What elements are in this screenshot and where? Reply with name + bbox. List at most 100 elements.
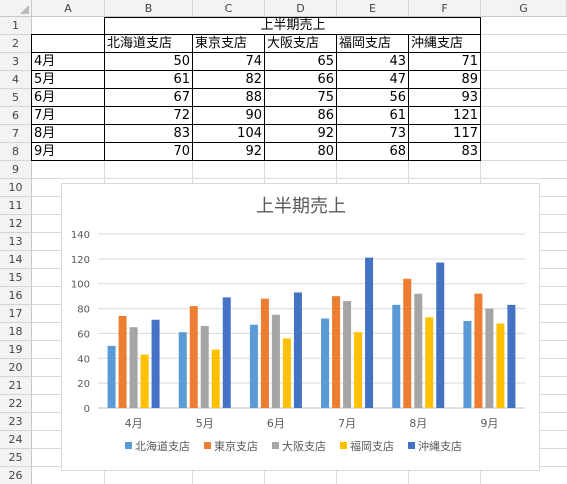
x-tick-label: 4月 — [125, 417, 143, 430]
value-cell[interactable]: 92 — [317, 126, 334, 141]
row-header-6[interactable]: 6 — [0, 107, 32, 125]
value-cell[interactable]: 83 — [461, 144, 478, 159]
column-header-B[interactable]: B — [105, 0, 193, 17]
table-border — [31, 34, 481, 35]
row-header-5[interactable]: 5 — [0, 89, 32, 107]
row-header-14[interactable]: 14 — [0, 251, 32, 269]
value-cell[interactable]: 83 — [173, 126, 190, 141]
value-cell[interactable]: 50 — [173, 54, 190, 69]
grid-line — [32, 178, 567, 179]
value-cell[interactable]: 88 — [245, 90, 262, 105]
value-cell[interactable]: 61 — [389, 108, 406, 123]
bar — [485, 308, 494, 408]
row-header-13[interactable]: 13 — [0, 233, 32, 251]
value-cell[interactable]: 89 — [461, 72, 478, 87]
legend-label: 北海道支店 — [135, 439, 190, 453]
row-header-20[interactable]: 20 — [0, 359, 32, 377]
value-cell[interactable]: 56 — [389, 90, 406, 105]
y-tick-label: 100 — [71, 280, 90, 291]
value-cell[interactable]: 71 — [461, 54, 478, 69]
row-header-4[interactable]: 4 — [0, 71, 32, 89]
value-cell[interactable]: 65 — [317, 54, 334, 69]
row-header-23[interactable]: 23 — [0, 413, 32, 431]
value-cell[interactable]: 43 — [389, 54, 406, 69]
row-header-2[interactable]: 2 — [0, 35, 32, 53]
row-header-10[interactable]: 10 — [0, 179, 32, 197]
y-tick-label: 140 — [71, 230, 90, 241]
row-header-9[interactable]: 9 — [0, 161, 32, 179]
value-cell[interactable]: 75 — [317, 90, 334, 105]
table-border — [31, 124, 481, 125]
branch-header-cell[interactable]: 北海道支店 — [107, 36, 173, 51]
column-header-G[interactable]: G — [481, 0, 567, 17]
column-header-C[interactable]: C — [193, 0, 265, 17]
value-cell[interactable]: 73 — [389, 126, 406, 141]
column-header-A[interactable]: A — [32, 0, 105, 17]
row-header-15[interactable]: 15 — [0, 269, 32, 287]
row-header-26[interactable]: 26 — [0, 467, 32, 484]
month-cell[interactable]: 5月 — [34, 72, 56, 87]
legend-swatch — [340, 442, 347, 449]
branch-header-cell[interactable]: 大阪支店 — [267, 36, 320, 51]
month-cell[interactable]: 6月 — [34, 90, 56, 105]
value-cell[interactable]: 86 — [317, 108, 334, 123]
bar — [249, 324, 258, 408]
row-header-7[interactable]: 7 — [0, 125, 32, 143]
table-title-cell[interactable]: 上半期売上 — [105, 17, 481, 35]
value-cell[interactable]: 92 — [245, 144, 262, 159]
row-header-21[interactable]: 21 — [0, 377, 32, 395]
month-cell[interactable]: 4月 — [34, 54, 56, 69]
month-cell[interactable]: 8月 — [34, 126, 56, 141]
row-header-18[interactable]: 18 — [0, 323, 32, 341]
value-cell[interactable]: 61 — [173, 72, 190, 87]
row-header-8[interactable]: 8 — [0, 143, 32, 161]
table-border — [31, 160, 481, 161]
row-header-22[interactable]: 22 — [0, 395, 32, 413]
row-header-11[interactable]: 11 — [0, 197, 32, 215]
row-header-12[interactable]: 12 — [0, 215, 32, 233]
table-border — [31, 88, 481, 89]
branch-header-cell[interactable]: 東京支店 — [195, 36, 248, 51]
value-cell[interactable]: 68 — [389, 144, 406, 159]
table-border — [264, 34, 265, 161]
branch-header-cell[interactable]: 沖縄支店 — [411, 36, 464, 51]
month-cell[interactable]: 7月 — [34, 108, 56, 123]
value-cell[interactable]: 82 — [245, 72, 262, 87]
bar — [200, 325, 209, 408]
row-header-1[interactable]: 1 — [0, 17, 32, 35]
column-header-D[interactable]: D — [265, 0, 337, 17]
value-cell[interactable]: 80 — [317, 144, 334, 159]
x-tick-label: 8月 — [409, 417, 427, 430]
value-cell[interactable]: 93 — [461, 90, 478, 105]
bar — [271, 314, 280, 408]
bar — [293, 292, 302, 408]
chart-area[interactable]: 上半期売上 0 20 40 60 80 100 120 140 4月 5月 6月 7月 8月 9月 北海道支店… — [61, 183, 540, 471]
legend-label: 大阪支店 — [282, 439, 326, 453]
bar — [392, 304, 401, 408]
row-header-16[interactable]: 16 — [0, 287, 32, 305]
row-header-24[interactable]: 24 — [0, 431, 32, 449]
row-header-17[interactable]: 17 — [0, 305, 32, 323]
bar — [425, 317, 434, 408]
value-cell[interactable]: 70 — [173, 144, 190, 159]
row-header-3[interactable]: 3 — [0, 53, 32, 71]
select-all-corner[interactable] — [0, 0, 32, 17]
month-cell[interactable]: 9月 — [34, 144, 56, 159]
value-cell[interactable]: 117 — [453, 126, 478, 141]
chart-title: 上半期売上 — [256, 196, 346, 217]
value-cell[interactable]: 66 — [317, 72, 334, 87]
value-cell[interactable]: 72 — [173, 108, 190, 123]
bar — [436, 262, 445, 408]
column-header-F[interactable]: F — [409, 0, 481, 17]
value-cell[interactable]: 47 — [389, 72, 406, 87]
row-header-25[interactable]: 25 — [0, 449, 32, 467]
value-cell[interactable]: 67 — [173, 90, 190, 105]
value-cell[interactable]: 90 — [245, 108, 262, 123]
value-cell[interactable]: 74 — [245, 54, 262, 69]
branch-header-cell[interactable]: 福岡支店 — [339, 36, 392, 51]
row-header-19[interactable]: 19 — [0, 341, 32, 359]
value-cell[interactable]: 121 — [453, 108, 478, 123]
legend-swatch — [272, 442, 279, 449]
value-cell[interactable]: 104 — [237, 126, 262, 141]
column-header-E[interactable]: E — [337, 0, 409, 17]
